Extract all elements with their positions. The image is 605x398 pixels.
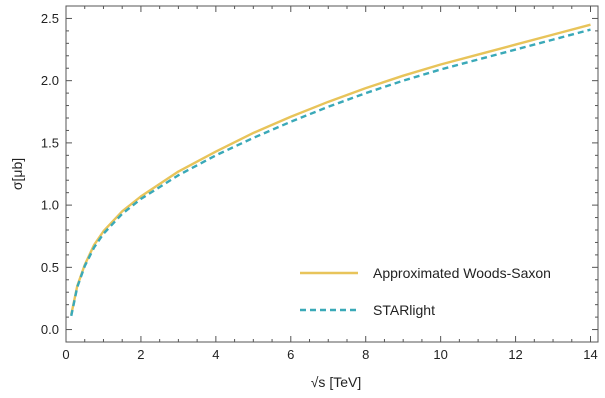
x-axis-label: √s [TeV] xyxy=(311,374,361,390)
series-layer xyxy=(70,23,591,317)
y-axis: 0.0 0.5 1.0 1.5 2.0 2.5 xyxy=(41,11,598,337)
y-tick-label: 2.5 xyxy=(41,11,59,26)
series-line-2 xyxy=(70,28,591,317)
x-tick-label: 14 xyxy=(583,347,597,362)
x-tick-label: 2 xyxy=(137,347,144,362)
y-axis-label: σ[μb] xyxy=(9,158,25,190)
legend-label-2: STARlight xyxy=(373,302,435,318)
y-tick-label: 1.5 xyxy=(41,135,59,150)
y-tick-label: 2.0 xyxy=(41,73,59,88)
x-tick-label: 10 xyxy=(433,347,447,362)
y-tick-label: 0.5 xyxy=(41,260,59,275)
x-tick-label: 0 xyxy=(62,347,69,362)
series-line-1 xyxy=(70,23,591,315)
y-tick-label: 1.0 xyxy=(41,198,59,213)
x-tick-label: 8 xyxy=(362,347,369,362)
plot-border xyxy=(65,5,599,343)
x-axis: 0 2 4 6 8 10 12 14 xyxy=(62,6,598,362)
plot-frame xyxy=(65,5,599,343)
x-tick-label: 12 xyxy=(508,347,522,362)
legend-label-1: Approximated Woods-Saxon xyxy=(373,265,551,281)
legend: Approximated Woods-Saxon STARlight xyxy=(300,265,551,318)
x-tick-label: 6 xyxy=(287,347,294,362)
y-tick-label: 0.0 xyxy=(41,322,59,337)
x-tick-label: 4 xyxy=(212,347,219,362)
